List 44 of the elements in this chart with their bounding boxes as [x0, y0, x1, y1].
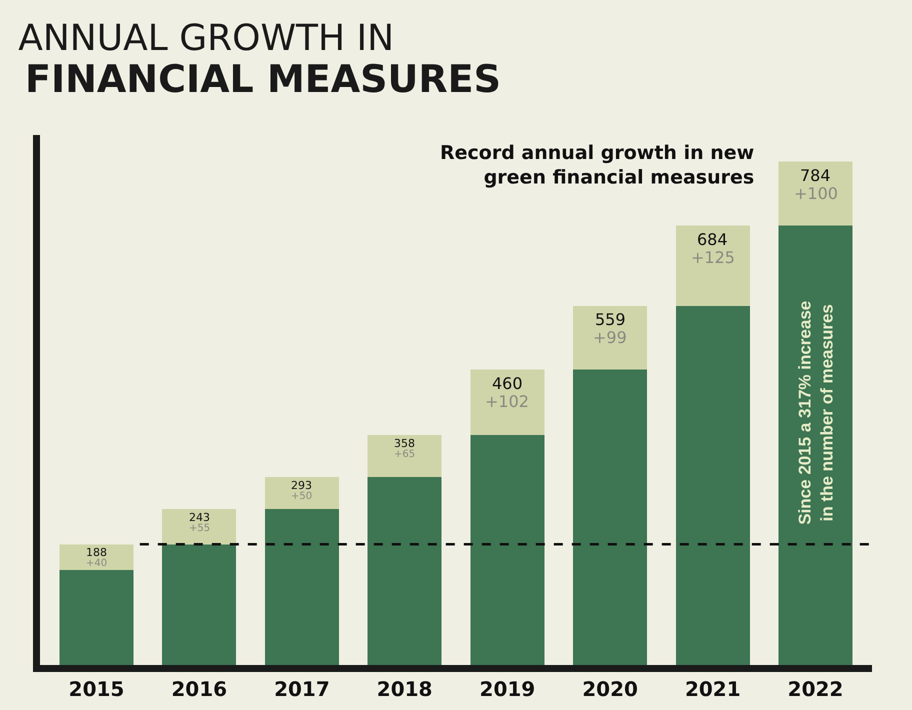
bar	[264, 476, 339, 509]
x-tick-label: 2021	[684, 677, 741, 701]
data-label: +100	[794, 184, 838, 203]
data-label: +125	[691, 248, 735, 267]
total-label: 559	[595, 310, 626, 329]
data-label: +102	[485, 392, 529, 411]
data-label: +50	[291, 491, 312, 502]
total-label: 684	[697, 230, 728, 249]
bar	[162, 508, 236, 544]
bar	[162, 544, 236, 665]
bar	[778, 162, 852, 226]
x-tick-label: 2020	[582, 677, 638, 701]
x-tick-label: 2018	[376, 677, 432, 701]
x-tick-label: 2016	[171, 677, 228, 701]
data-label: +99	[593, 328, 627, 347]
bar	[264, 508, 339, 665]
chart-subtitle: FINANCIAL MEASURES	[25, 57, 501, 101]
x-tick-label: 2017	[274, 677, 330, 701]
bar	[368, 476, 442, 665]
total-label: 188	[86, 546, 107, 559]
bar	[60, 570, 134, 665]
bar	[573, 306, 648, 370]
data-label: +40	[86, 558, 108, 569]
annotation: Since 2015 a 317% increase in the number of measures	[795, 300, 836, 525]
bar	[676, 306, 750, 665]
annotation: Record annual growth in new green financial measures	[440, 142, 754, 189]
data-label: +55	[189, 523, 210, 534]
total-label: 460	[492, 374, 523, 393]
bar	[470, 370, 544, 436]
bar	[368, 435, 442, 477]
total-label: 784	[800, 166, 831, 185]
bar	[470, 435, 544, 665]
x-tick-label: 2022	[788, 677, 844, 701]
chart-title: ANNUAL GROWTH IN	[18, 18, 394, 60]
bar	[60, 544, 134, 570]
bar	[676, 226, 750, 306]
total-label: 293	[291, 479, 312, 492]
total-label: 358	[394, 437, 415, 450]
bar	[778, 226, 852, 665]
x-tick-label: 2015	[68, 677, 124, 701]
bar	[573, 370, 648, 665]
x-tick-label: 2019	[480, 677, 536, 701]
total-label: 243	[189, 511, 210, 524]
data-label: +65	[394, 449, 416, 460]
